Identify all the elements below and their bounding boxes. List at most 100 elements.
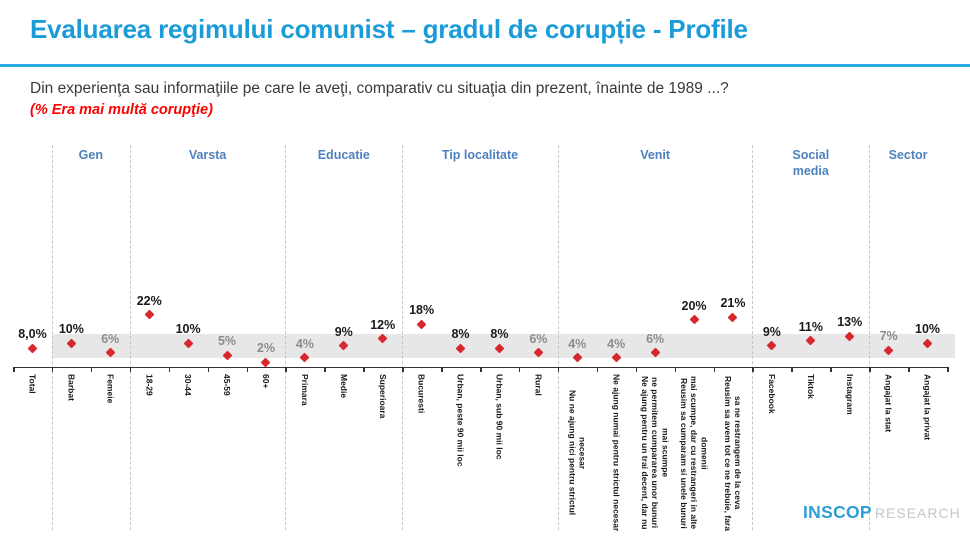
group-label: Educatie bbox=[317, 148, 370, 162]
x-axis-label: Angajat la privat bbox=[908, 374, 947, 538]
x-axis-tick bbox=[674, 367, 677, 372]
x-axis-label-text: 30-44 bbox=[183, 374, 194, 396]
group-label: Varsta bbox=[188, 148, 227, 162]
data-point-marker bbox=[689, 314, 699, 325]
x-axis-label: Tiktok bbox=[791, 374, 830, 538]
data-point-marker bbox=[261, 357, 271, 368]
x-axis-label: Superioara bbox=[363, 374, 402, 538]
x-axis-label-text: Rural bbox=[533, 374, 544, 396]
group-label: Social media bbox=[792, 148, 830, 178]
x-axis-label: Rural bbox=[519, 374, 558, 538]
logo-brand-text: INSCOP bbox=[803, 502, 872, 522]
x-axis-label-text: 18-29 bbox=[144, 374, 155, 396]
x-axis-label: Instagram bbox=[830, 374, 869, 538]
x-axis-tick bbox=[635, 367, 638, 372]
group-separator bbox=[129, 145, 131, 530]
value-label: 11% bbox=[798, 319, 823, 334]
x-axis-label: Urban, peste 90 mii loc bbox=[441, 374, 480, 538]
x-axis-label: Facebook bbox=[752, 374, 791, 538]
x-axis-tick bbox=[246, 367, 248, 372]
value-label: 8% bbox=[490, 327, 509, 342]
x-axis-label: 45-59 bbox=[208, 374, 247, 538]
x-axis-label: 30-44 bbox=[169, 374, 208, 538]
x-axis-tick bbox=[207, 367, 210, 372]
x-axis-label-text: Ne ajung pentru un trai decent, dar nu n… bbox=[640, 376, 671, 530]
value-label: 10% bbox=[175, 322, 201, 337]
x-axis-label-text: Total bbox=[27, 374, 38, 394]
value-label: 6% bbox=[529, 331, 548, 346]
value-label: 5% bbox=[217, 334, 237, 349]
x-axis-label: Ne ajung numai pentru strictul necesar bbox=[597, 374, 636, 538]
x-axis-tick bbox=[441, 367, 443, 372]
x-axis-label-text: Reusim sa cumparam si unele bunuri mai s… bbox=[678, 376, 710, 530]
x-axis-label: Primara bbox=[285, 374, 324, 538]
data-point-marker bbox=[27, 343, 38, 353]
x-axis-label: Femeie bbox=[91, 374, 130, 538]
x-axis-tick bbox=[947, 367, 949, 372]
x-axis-label-text: Superioara bbox=[377, 374, 388, 419]
value-label: 9% bbox=[762, 324, 781, 339]
value-label: 6% bbox=[101, 331, 120, 346]
x-axis-label: Urban, sub 90 mii loc bbox=[480, 374, 519, 538]
value-label: 4% bbox=[568, 336, 587, 351]
x-axis-tick bbox=[51, 367, 54, 372]
value-label: 22% bbox=[136, 293, 162, 308]
x-axis-tick bbox=[168, 367, 171, 372]
group-label: Venit bbox=[640, 148, 671, 162]
value-label: 4% bbox=[607, 336, 626, 351]
value-label: 13% bbox=[837, 315, 863, 330]
x-axis-label: Total bbox=[13, 374, 52, 538]
x-axis-tick bbox=[402, 367, 404, 372]
x-axis-label-text: Instagram bbox=[844, 374, 855, 415]
logo-brand-suffix: RESEARCH bbox=[874, 504, 961, 521]
inscop-logo: INSCOP RESEARCH bbox=[800, 502, 960, 523]
x-axis-tick bbox=[324, 367, 326, 372]
x-axis-label-text: Urban, peste 90 mii loc bbox=[455, 374, 466, 467]
x-axis-label: Reusim sa cumparam si unele bunuri mai s… bbox=[675, 374, 714, 538]
x-axis-label-text: Femeie bbox=[105, 374, 116, 404]
profile-chart: Gen Varsta Educatie Tip localitate Venit Soci… bbox=[0, 140, 970, 542]
x-axis-label-text: Reusim sa avem tot ce ne trebuie, fara s… bbox=[722, 375, 744, 531]
x-axis-label: Medie bbox=[324, 374, 363, 538]
x-axis-label-text: Angajat la stat bbox=[883, 374, 894, 433]
x-axis-label: Angajat la stat bbox=[869, 374, 908, 538]
value-label: 7% bbox=[879, 329, 898, 344]
value-label: 20% bbox=[681, 298, 707, 313]
x-axis-label-text: 45-59 bbox=[222, 374, 233, 396]
x-axis-tick bbox=[13, 367, 15, 372]
x-axis-label-text: Medie bbox=[338, 374, 349, 399]
x-axis-label-text: Barbat bbox=[66, 374, 77, 401]
value-label: 10% bbox=[58, 322, 84, 337]
value-label: 9% bbox=[334, 324, 353, 339]
x-axis-label: Reusim sa avem tot ce ne trebuie, fara s… bbox=[714, 374, 753, 538]
page-title: Evaluarea regimului comunist – gradul de… bbox=[30, 14, 748, 44]
value-label: 10% bbox=[915, 322, 941, 337]
reference-band bbox=[51, 333, 955, 358]
x-axis-tick bbox=[557, 367, 560, 372]
x-axis-label: Bucuresti bbox=[402, 374, 441, 538]
x-axis-label-text: Facebook bbox=[766, 374, 777, 414]
x-axis-label-text: Ne ajung numai pentru strictul necesar bbox=[611, 374, 622, 532]
x-axis-tick bbox=[713, 367, 715, 372]
x-axis-tick bbox=[908, 367, 910, 372]
x-axis-label: 18-29 bbox=[130, 374, 169, 538]
group-separator bbox=[285, 145, 287, 530]
x-axis-tick bbox=[480, 367, 482, 372]
x-axis-label-text: Tiktok bbox=[805, 374, 816, 399]
x-axis-label-text: Bucuresti bbox=[416, 374, 427, 414]
x-axis-label: Ne ajung pentru un trai decent, dar nu n… bbox=[636, 374, 675, 538]
x-axis-tick bbox=[363, 367, 365, 372]
group-separator bbox=[557, 145, 559, 530]
value-label: 12% bbox=[370, 317, 396, 332]
data-point-marker bbox=[416, 319, 427, 330]
value-label: 18% bbox=[409, 303, 435, 318]
x-axis-tick bbox=[752, 367, 754, 372]
x-axis-label-text: Primara bbox=[299, 374, 310, 406]
group-separator bbox=[51, 145, 53, 530]
x-axis-label: Barbat bbox=[52, 374, 91, 538]
group-separator bbox=[402, 145, 404, 530]
value-label: 8,0% bbox=[18, 327, 47, 342]
value-label: 6% bbox=[646, 331, 665, 346]
x-axis-label-text: Angajat la privat bbox=[922, 374, 933, 441]
